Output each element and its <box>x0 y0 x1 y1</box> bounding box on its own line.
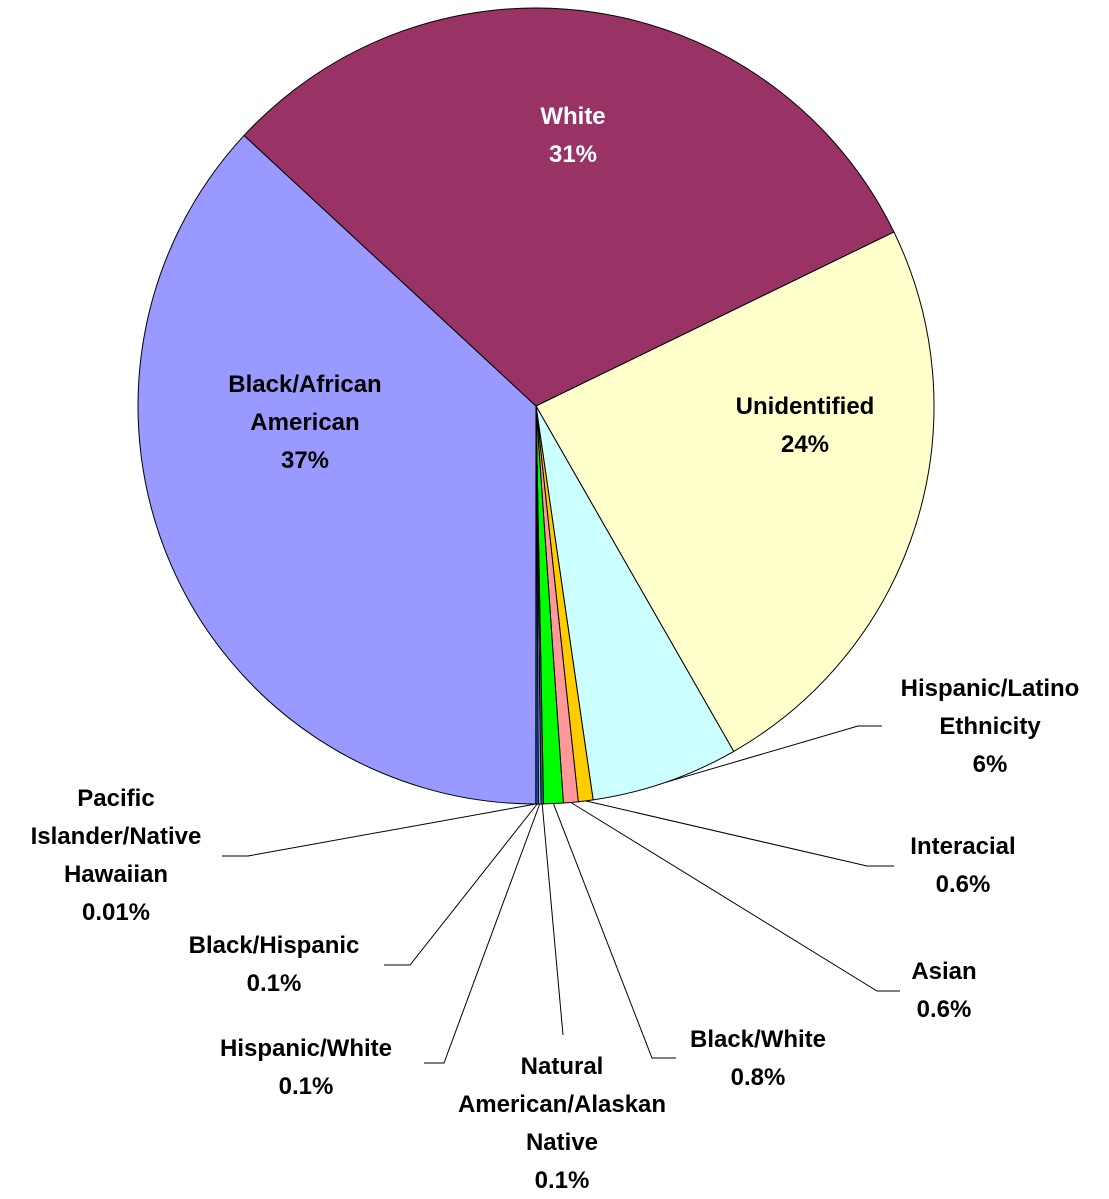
label-line: Native <box>525 1129 599 1156</box>
label-percent: 6% <box>972 751 1008 778</box>
slice-white <box>243 7 895 407</box>
label-black-white: Black/White 0.8% <box>690 1021 826 1097</box>
label-percent: 0.1% <box>278 1073 334 1100</box>
leader-line-pacific-islander-native-hawaiian <box>222 803 536 857</box>
leader-line-black-hispanic <box>384 803 538 966</box>
leader-line-hispanic-latino-ethnicity <box>665 725 882 783</box>
label-line: Black/Hispanic <box>188 932 360 959</box>
leader-line-hispanic-white <box>424 803 541 1064</box>
label-white: White 31% <box>540 98 605 174</box>
label-line: Hispanic/Latino <box>900 675 1080 702</box>
label-line: Black/White <box>689 1026 827 1053</box>
label-percent: 37% <box>280 447 330 474</box>
slice-black-hispanic <box>535 405 539 805</box>
label-line: White <box>540 103 606 130</box>
label-black-african-american: Black/African American 37% <box>228 366 381 480</box>
leader-line-interacial <box>585 800 894 867</box>
label-pacific-islander: Pacific Islander/Native Hawaiian 0.01% <box>31 780 202 932</box>
label-hispanic-latino: Hispanic/Latino Ethnicity 6% <box>901 670 1080 784</box>
leader-lines-layer <box>222 725 900 1064</box>
leader-line-natural-american-alaskan-native <box>541 803 564 1036</box>
label-line: Interacial <box>910 833 1016 860</box>
label-percent: 0.01% <box>81 899 151 926</box>
label-line: Pacific <box>77 785 155 812</box>
label-percent: 0.6% <box>935 871 991 898</box>
label-black-hispanic: Black/Hispanic 0.1% <box>189 927 360 1003</box>
label-line: Ethnicity <box>939 713 1041 740</box>
label-line: Natural <box>520 1053 604 1080</box>
label-percent: 0.8% <box>730 1064 786 1091</box>
label-line: Black/African <box>228 371 382 398</box>
label-interacial: Interacial 0.6% <box>910 828 1015 904</box>
label-line: American <box>250 409 360 436</box>
label-line: Hawaiian <box>63 861 169 888</box>
label-asian: Asian 0.6% <box>911 953 976 1029</box>
label-percent: 0.1% <box>246 970 302 997</box>
label-line: Hispanic/White <box>219 1035 393 1062</box>
label-unidentified: Unidentified 24% <box>736 388 875 464</box>
label-line: American/Alaskan <box>457 1091 667 1118</box>
label-hispanic-white: Hispanic/White 0.1% <box>220 1030 392 1106</box>
slices-layer <box>137 7 935 805</box>
label-percent: 31% <box>548 141 598 168</box>
slice-unidentified <box>535 231 935 753</box>
leader-line-asian <box>570 802 900 992</box>
slice-black-african-american <box>137 134 537 805</box>
label-percent: 0.6% <box>916 996 972 1023</box>
label-line: Unidentified <box>735 393 875 420</box>
leader-line-black-white <box>552 803 676 1059</box>
label-percent: 0.1% <box>534 1167 590 1194</box>
label-line: Asian <box>911 958 977 985</box>
label-percent: 24% <box>780 431 830 458</box>
label-natural-american: Natural American/Alaskan Native 0.1% <box>458 1048 666 1199</box>
label-line: Islander/Native <box>30 823 202 850</box>
